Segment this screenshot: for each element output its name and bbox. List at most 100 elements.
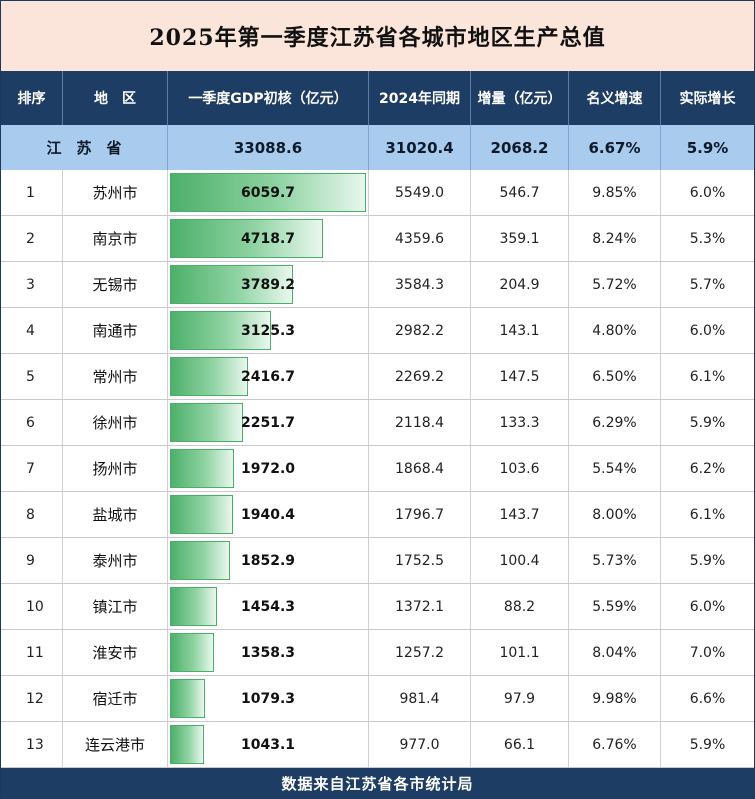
row-prev-year: 1796.7 [369,492,471,537]
province-gdp: 33088.6 [168,125,369,170]
row-gdp-value: 3789.2 [240,276,296,293]
row-real-growth: 5.7% [689,276,726,293]
row-increase: 546.7 [471,170,569,215]
header-region: 地 区 [63,71,168,125]
page-title: 2025年第一季度江苏省各城市地区生产总值 [1,1,754,71]
row-nominal-growth: 9.98% [569,676,661,721]
row-gdp-cell: 1358.3 [168,630,369,675]
row-nominal-growth: 8.00% [569,492,661,537]
row-nominal-growth: 5.72% [569,262,661,307]
row-city: 淮安市 [63,630,168,675]
row-city: 宿迁市 [63,676,168,721]
row-real-growth: 5.9% [689,414,726,431]
row-increase: 103.6 [471,446,569,491]
row-nominal-growth: 5.73% [569,538,661,583]
table-row: 7 扬州市 1972.0 1868.4 103.6 5.54% 6.2% [1,446,754,492]
row-gdp-cell: 2416.7 [168,354,369,399]
row-nominal-growth: 5.59% [569,584,661,629]
row-city: 无锡市 [63,262,168,307]
row-nominal-growth: 4.80% [569,308,661,353]
row-nominal-growth: 8.24% [569,216,661,261]
table-row: 8 盐城市 1940.4 1796.7 143.7 8.00% 6.1% [1,492,754,538]
header-gdp: 一季度GDP初核（亿元） [168,71,369,125]
table-row: 3 无锡市 3789.2 3584.3 204.9 5.72% 5.7% [1,262,754,308]
row-nominal-growth: 5.54% [569,446,661,491]
row-prev-year: 1868.4 [369,446,471,491]
row-prev-year: 5549.0 [369,170,471,215]
row-rank: 13 [1,722,63,767]
row-real-growth: 6.0% [689,184,726,201]
row-increase: 143.7 [471,492,569,537]
row-real-growth: 6.2% [689,460,726,477]
row-increase: 97.9 [471,676,569,721]
row-real-growth: 5.9% [689,552,726,569]
row-real-growth: 6.0% [689,322,726,339]
row-gdp-cell: 3125.3 [168,308,369,353]
row-prev-year: 981.4 [369,676,471,721]
row-real-growth: 5.9% [689,736,726,753]
row-city: 泰州市 [63,538,168,583]
row-city: 苏州市 [63,170,168,215]
row-increase: 147.5 [471,354,569,399]
row-gdp-value: 1079.3 [240,690,296,707]
row-prev-year: 1372.1 [369,584,471,629]
row-rank: 8 [1,492,63,537]
row-gdp-cell: 1043.1 [168,722,369,767]
gdp-data-bar [170,587,217,626]
row-increase: 359.1 [471,216,569,261]
row-increase: 143.1 [471,308,569,353]
row-rank: 4 [1,308,63,353]
row-real-growth: 6.6% [689,690,726,707]
row-increase: 133.3 [471,400,569,445]
gdp-data-bar [170,219,323,258]
row-real-growth: 5.3% [689,230,726,247]
row-gdp-value: 2416.7 [240,368,296,385]
province-nominal-growth: 6.67% [569,125,661,170]
table-row: 4 南通市 3125.3 2982.2 143.1 4.80% 6.0% [1,308,754,354]
row-rank: 9 [1,538,63,583]
row-increase: 101.1 [471,630,569,675]
row-rank: 2 [1,216,63,261]
row-increase: 66.1 [471,722,569,767]
row-gdp-value: 1454.3 [240,598,296,615]
table-row: 2 南京市 4718.7 4359.6 359.1 8.24% 5.3% [1,216,754,262]
row-rank: 5 [1,354,63,399]
city-rows: 1 苏州市 6059.7 5549.0 546.7 9.85% 6.0% 2 南京市 4718.7… [1,170,754,768]
row-real-growth: 6.0% [689,598,726,615]
table-row: 10 镇江市 1454.3 1372.1 88.2 5.59% 6.0% [1,584,754,630]
row-prev-year: 1257.2 [369,630,471,675]
row-rank: 10 [1,584,63,629]
row-prev-year: 2269.2 [369,354,471,399]
row-gdp-cell: 1940.4 [168,492,369,537]
row-rank: 11 [1,630,63,675]
table-header: 排序 地 区 一季度GDP初核（亿元） 2024年同期 增量（亿元） 名义增速 … [1,71,754,125]
gdp-data-bar [170,449,234,488]
row-nominal-growth: 8.04% [569,630,661,675]
header-increase: 增量（亿元） [471,71,569,125]
row-city: 镇江市 [63,584,168,629]
row-city: 南通市 [63,308,168,353]
row-prev-year: 2982.2 [369,308,471,353]
gdp-data-bar [170,633,214,672]
row-real-growth: 6.1% [689,506,726,523]
row-increase: 100.4 [471,538,569,583]
row-gdp-cell: 1454.3 [168,584,369,629]
row-city: 南京市 [63,216,168,261]
row-nominal-growth: 6.50% [569,354,661,399]
row-gdp-value: 4718.7 [240,230,296,247]
row-rank: 7 [1,446,63,491]
row-prev-year: 4359.6 [369,216,471,261]
row-rank: 6 [1,400,63,445]
row-gdp-value: 3125.3 [240,322,296,339]
row-gdp-value: 2251.7 [240,414,296,431]
row-increase: 88.2 [471,584,569,629]
row-gdp-value: 1852.9 [240,552,296,569]
row-gdp-cell: 1852.9 [168,538,369,583]
gdp-data-bar [170,265,293,304]
header-nominal-growth: 名义增速 [569,71,661,125]
row-nominal-growth: 9.85% [569,170,661,215]
header-prev-year: 2024年同期 [369,71,471,125]
row-gdp-value: 1043.1 [240,736,296,753]
gdp-data-bar [170,679,205,718]
